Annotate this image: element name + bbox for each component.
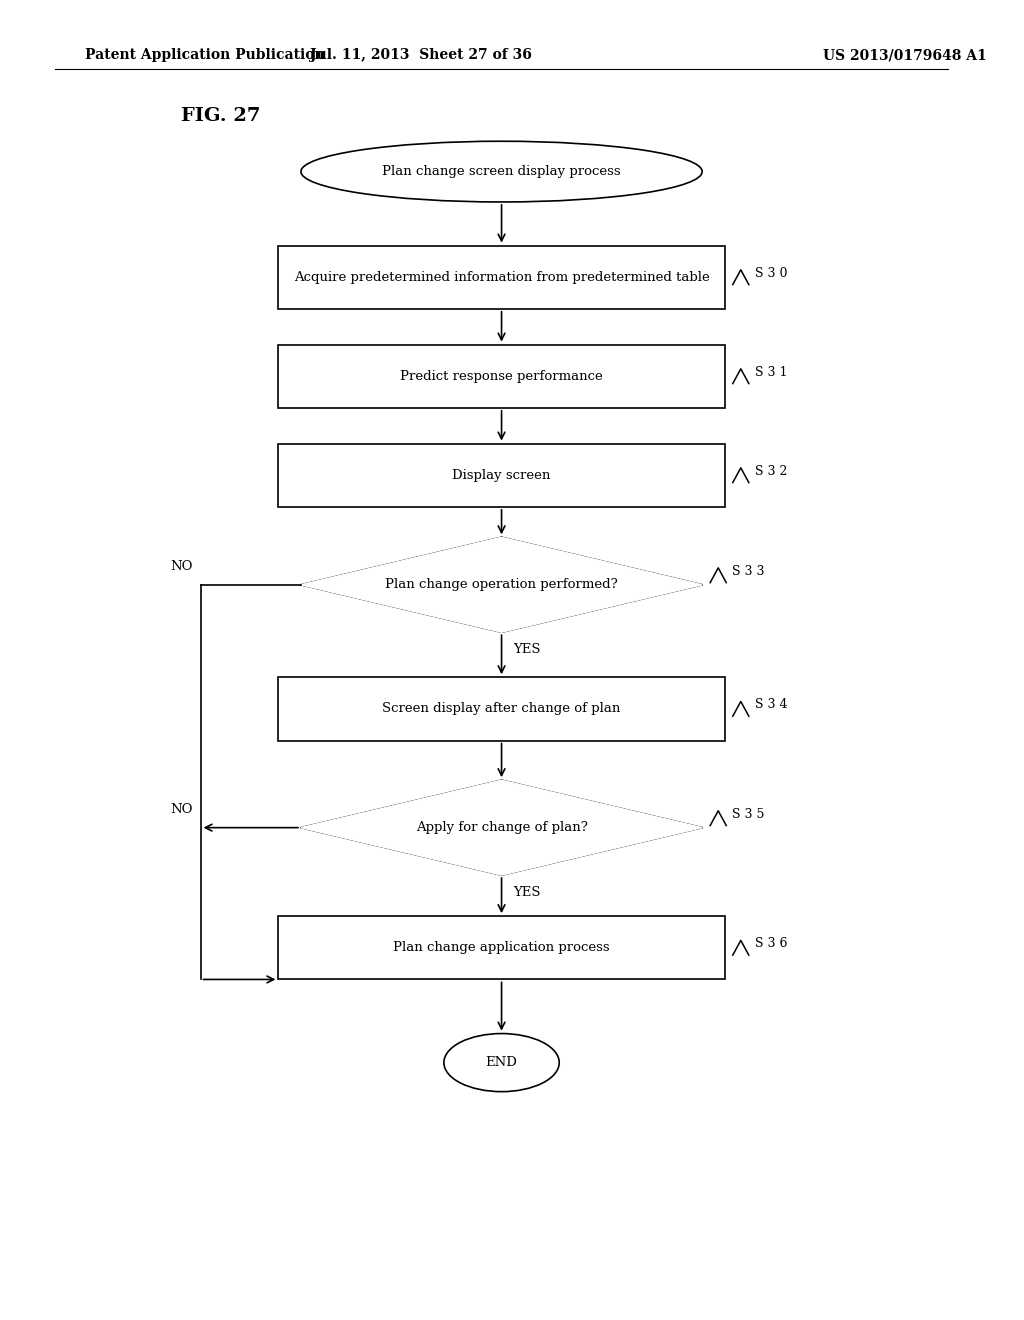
Text: END: END <box>485 1056 517 1069</box>
Text: Plan change operation performed?: Plan change operation performed? <box>385 578 617 591</box>
Bar <box>279 345 725 408</box>
Text: S 3 5: S 3 5 <box>732 808 765 821</box>
Text: Patent Application Publication: Patent Application Publication <box>85 49 325 62</box>
Text: Plan change screen display process: Plan change screen display process <box>382 165 621 178</box>
Text: NO: NO <box>170 803 193 816</box>
Bar <box>279 916 725 979</box>
Bar <box>279 246 725 309</box>
Text: S 3 1: S 3 1 <box>755 366 787 379</box>
Bar <box>279 444 725 507</box>
Polygon shape <box>301 537 702 632</box>
Text: Apply for change of plan?: Apply for change of plan? <box>416 821 588 834</box>
Text: US 2013/0179648 A1: US 2013/0179648 A1 <box>822 49 986 62</box>
Text: Plan change application process: Plan change application process <box>393 941 610 954</box>
Text: S 3 2: S 3 2 <box>755 465 787 478</box>
Bar <box>279 677 725 741</box>
Ellipse shape <box>301 141 702 202</box>
Text: Predict response performance: Predict response performance <box>400 370 603 383</box>
Text: S 3 6: S 3 6 <box>755 937 787 950</box>
Text: S 3 3: S 3 3 <box>732 565 765 578</box>
Text: S 3 4: S 3 4 <box>755 698 787 711</box>
Text: Display screen: Display screen <box>453 469 551 482</box>
Polygon shape <box>301 780 702 875</box>
Text: YES: YES <box>514 886 541 899</box>
Text: FIG. 27: FIG. 27 <box>180 107 260 125</box>
Text: NO: NO <box>170 560 193 573</box>
Text: Jul. 11, 2013  Sheet 27 of 36: Jul. 11, 2013 Sheet 27 of 36 <box>310 49 532 62</box>
Text: S 3 0: S 3 0 <box>755 267 787 280</box>
Ellipse shape <box>443 1034 559 1092</box>
Text: YES: YES <box>514 643 541 656</box>
Text: Screen display after change of plan: Screen display after change of plan <box>382 702 621 715</box>
Text: Acquire predetermined information from predetermined table: Acquire predetermined information from p… <box>294 271 710 284</box>
